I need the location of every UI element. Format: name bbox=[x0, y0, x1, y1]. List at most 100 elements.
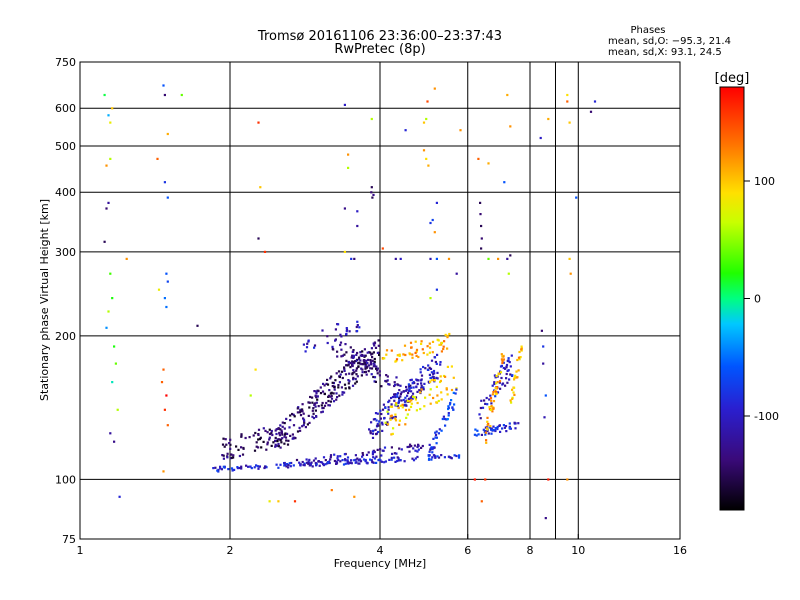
data-point bbox=[513, 378, 516, 381]
data-point bbox=[111, 107, 114, 110]
data-point bbox=[266, 443, 269, 446]
data-point bbox=[247, 465, 250, 468]
data-point bbox=[328, 461, 331, 465]
data-point bbox=[443, 340, 446, 343]
data-point bbox=[348, 387, 351, 390]
data-point bbox=[223, 445, 226, 448]
data-point bbox=[419, 391, 422, 394]
data-point bbox=[507, 359, 510, 362]
data-point bbox=[568, 257, 571, 260]
data-point bbox=[254, 431, 257, 435]
data-point bbox=[265, 448, 268, 451]
data-point bbox=[381, 449, 384, 452]
data-point bbox=[369, 367, 372, 370]
data-point bbox=[337, 386, 340, 389]
data-point bbox=[420, 384, 423, 387]
data-point bbox=[485, 427, 489, 430]
data-point bbox=[268, 428, 271, 431]
data-point bbox=[343, 368, 346, 371]
data-point bbox=[493, 382, 496, 386]
data-point bbox=[447, 257, 451, 260]
data-point bbox=[433, 87, 436, 90]
data-point bbox=[377, 344, 380, 347]
data-point bbox=[230, 467, 234, 470]
data-point bbox=[440, 454, 443, 457]
data-point bbox=[301, 403, 304, 406]
data-point bbox=[508, 361, 511, 364]
data-point bbox=[433, 379, 436, 382]
data-point bbox=[268, 436, 271, 439]
data-point bbox=[394, 460, 397, 463]
data-point bbox=[484, 478, 487, 481]
data-point bbox=[270, 429, 273, 433]
data-point bbox=[329, 392, 332, 395]
data-point bbox=[289, 434, 292, 437]
data-point bbox=[278, 434, 281, 437]
data-point bbox=[327, 404, 330, 407]
data-point bbox=[328, 404, 331, 407]
data-point bbox=[293, 500, 297, 503]
data-point bbox=[369, 458, 372, 461]
colorbar-tick-label: 100 bbox=[754, 175, 775, 188]
data-point bbox=[258, 465, 261, 468]
data-point bbox=[326, 461, 330, 464]
data-point bbox=[240, 435, 243, 438]
data-point bbox=[291, 433, 294, 436]
data-point bbox=[404, 129, 407, 132]
colorbar: [deg] 100 0 -100 bbox=[715, 71, 779, 511]
data-point bbox=[311, 409, 314, 412]
data-point bbox=[519, 356, 522, 359]
data-point bbox=[311, 401, 314, 404]
data-point bbox=[315, 396, 318, 399]
data-point bbox=[240, 465, 243, 468]
data-point bbox=[361, 452, 364, 455]
data-point bbox=[162, 368, 165, 371]
data-point bbox=[353, 371, 356, 374]
data-point bbox=[420, 388, 423, 391]
data-point bbox=[336, 355, 339, 358]
data-point bbox=[398, 353, 401, 356]
data-point bbox=[356, 320, 359, 323]
data-point bbox=[438, 428, 441, 431]
data-point bbox=[309, 395, 312, 399]
data-point bbox=[271, 433, 274, 437]
data-point bbox=[401, 359, 404, 362]
data-point bbox=[399, 384, 402, 387]
data-point bbox=[318, 464, 321, 467]
data-point bbox=[404, 423, 407, 426]
data-point bbox=[342, 463, 346, 466]
data-point bbox=[425, 157, 428, 160]
data-point bbox=[363, 362, 366, 365]
data-point bbox=[501, 427, 504, 430]
data-point bbox=[488, 398, 491, 401]
data-point bbox=[389, 418, 392, 421]
data-point bbox=[380, 385, 383, 388]
data-point bbox=[371, 451, 375, 454]
data-point bbox=[219, 465, 222, 468]
data-point bbox=[413, 381, 416, 385]
data-point bbox=[274, 436, 277, 439]
data-point bbox=[363, 354, 366, 357]
data-point bbox=[311, 415, 314, 418]
data-point bbox=[272, 441, 275, 444]
data-point bbox=[501, 360, 504, 363]
data-point bbox=[344, 458, 347, 461]
data-point bbox=[321, 390, 325, 393]
x-axis-ticks: 1 2 4 6 8 10 16 bbox=[77, 534, 687, 557]
data-point bbox=[443, 456, 446, 459]
data-point bbox=[399, 393, 402, 396]
data-point bbox=[492, 390, 495, 394]
data-point bbox=[428, 457, 431, 460]
data-point bbox=[439, 375, 442, 378]
data-point bbox=[240, 446, 243, 449]
data-point bbox=[448, 403, 452, 406]
data-point bbox=[322, 456, 326, 459]
data-point bbox=[416, 401, 419, 405]
data-point bbox=[446, 347, 449, 350]
y-tick-label: 200 bbox=[55, 330, 76, 343]
data-point bbox=[496, 386, 499, 389]
data-point bbox=[374, 380, 377, 383]
data-point bbox=[256, 465, 259, 468]
data-point bbox=[302, 417, 305, 420]
data-point bbox=[345, 333, 348, 336]
